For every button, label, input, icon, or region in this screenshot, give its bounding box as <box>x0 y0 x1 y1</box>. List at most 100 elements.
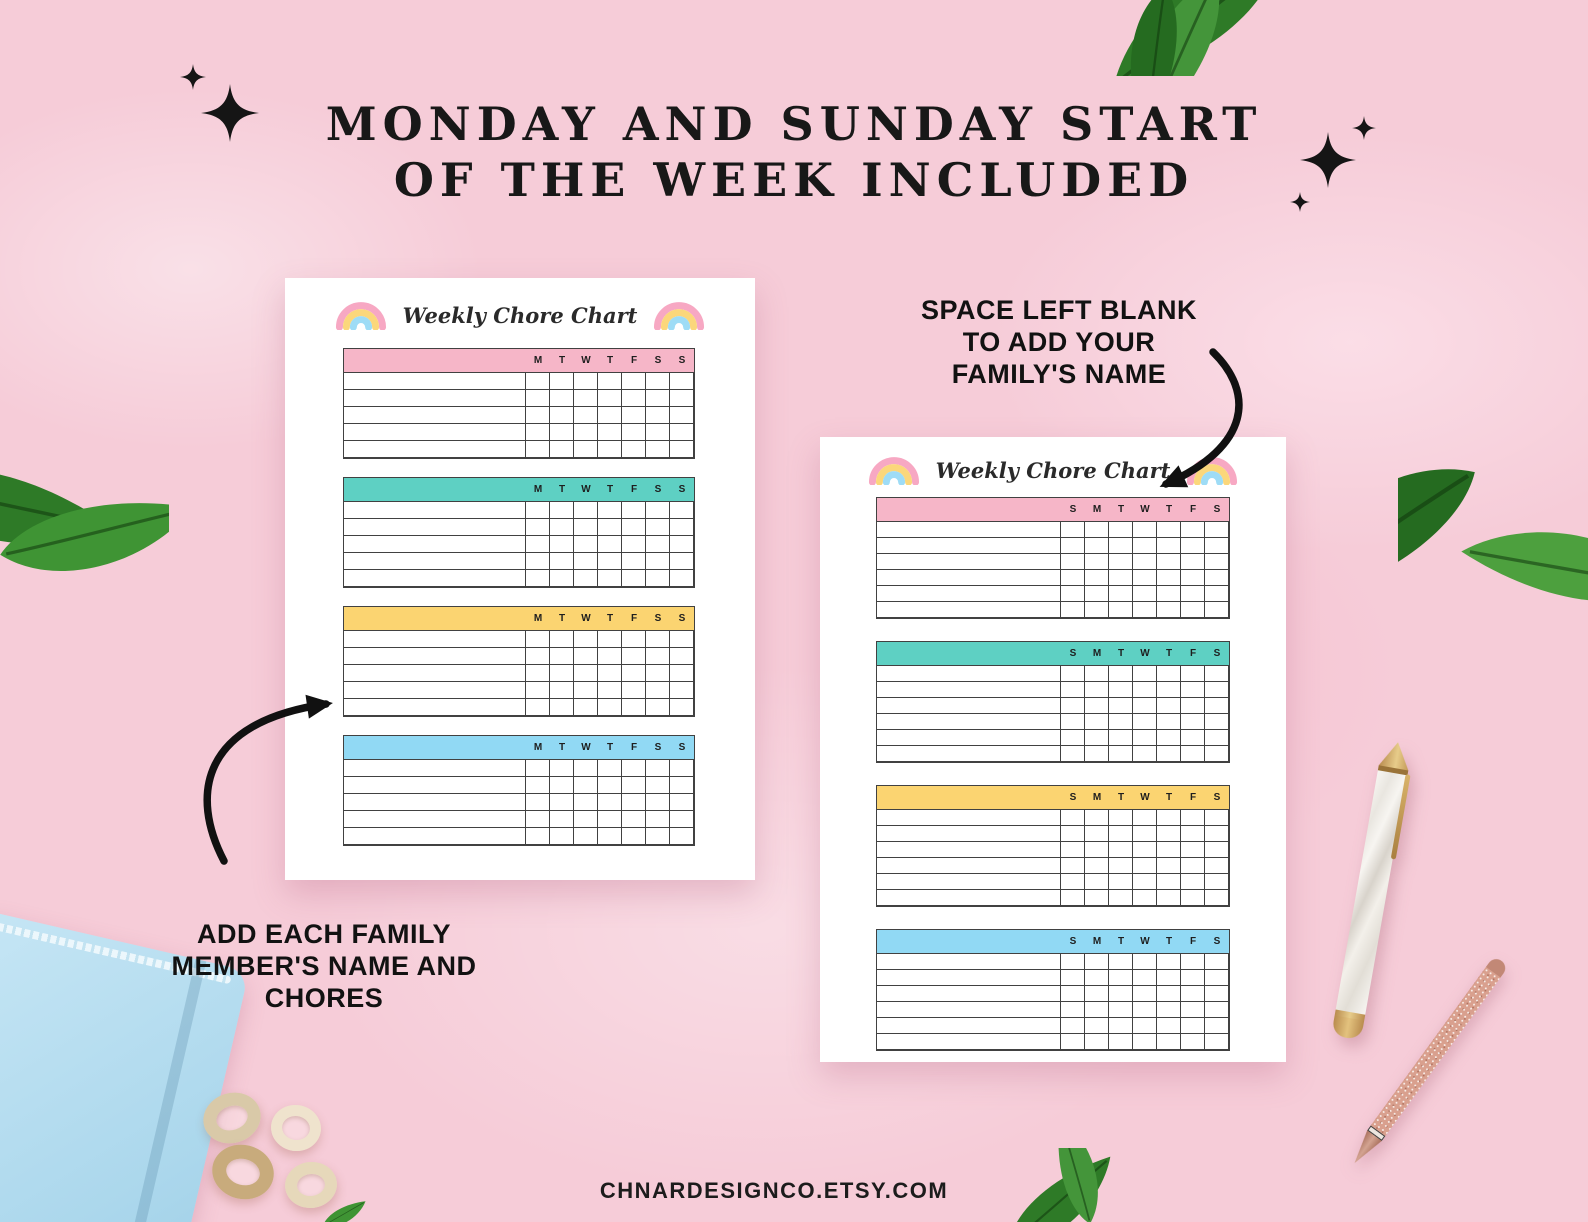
day-letter: T <box>1165 504 1173 515</box>
day-letter: T <box>606 484 614 495</box>
day-letter: F <box>1189 504 1197 515</box>
day-letter: S <box>1069 648 1077 659</box>
day-letter: W <box>1140 792 1150 803</box>
pen-tip <box>1379 740 1413 771</box>
day-letter: F <box>630 355 638 366</box>
callout-family-name: SPACE LEFT BLANK TO ADD YOUR FAMILY'S NA… <box>898 294 1220 390</box>
day-letter: M <box>533 484 543 495</box>
day-letter: M <box>533 742 543 753</box>
marble-pen <box>1331 740 1413 1041</box>
page-title: MONDAY AND SUNDAY START OF THE WEEK INCL… <box>0 96 1588 208</box>
day-letter: F <box>1189 936 1197 947</box>
day-letter: S <box>1213 504 1221 515</box>
rainbow-icon <box>651 298 707 330</box>
day-letter: F <box>630 742 638 753</box>
chart-title: Weekly Chore Chart <box>402 303 638 328</box>
day-letter: F <box>1189 792 1197 803</box>
day-letter: S <box>1213 936 1221 947</box>
day-letter: S <box>654 742 662 753</box>
washi-tape-roll <box>267 1101 325 1155</box>
day-letter: T <box>558 484 566 495</box>
day-letter: M <box>1092 648 1102 659</box>
callout-line: ADD EACH FAMILY <box>196 919 452 949</box>
day-letter: T <box>1165 648 1173 659</box>
day-letter: F <box>630 613 638 624</box>
day-letter: W <box>581 484 591 495</box>
day-letter: M <box>533 613 543 624</box>
day-letter: S <box>1069 792 1077 803</box>
day-letter: M <box>533 355 543 366</box>
shop-website: CHNARDESIGNCO.ETSY.COM <box>599 1178 949 1203</box>
day-letter: T <box>1117 504 1125 515</box>
chore-chart-page-sunday-start: Weekly Chore Chart S M T W T F S S M T W T F S S M T W T… <box>820 437 1286 1062</box>
day-letter: F <box>1189 648 1197 659</box>
day-letter: W <box>581 742 591 753</box>
day-letter: S <box>1213 792 1221 803</box>
day-letter: F <box>630 484 638 495</box>
callout-line: SPACE LEFT BLANK <box>921 295 1197 325</box>
day-letter: S <box>678 613 686 624</box>
callout-line: FAMILY'S NAME <box>951 359 1167 389</box>
chore-tables: S M T W T F S S M T W T F S S M T W T F S S M T W T F S <box>876 497 1230 1051</box>
chore-grid <box>343 502 695 588</box>
chore-grid <box>876 522 1230 619</box>
callout-line: TO ADD YOUR <box>962 327 1156 357</box>
leaf-cluster-top-right <box>1105 0 1297 76</box>
day-letter: T <box>606 742 614 753</box>
chore-grid <box>343 373 695 459</box>
day-letter: M <box>1092 792 1102 803</box>
rainbow-icon <box>1184 453 1240 485</box>
day-letter: S <box>1069 936 1077 947</box>
callout-line: CHORES <box>264 983 384 1013</box>
day-letter: S <box>678 484 686 495</box>
day-letter: W <box>1140 504 1150 515</box>
day-letter: S <box>654 484 662 495</box>
page-header: Weekly Chore Chart <box>285 298 755 330</box>
chore-grid <box>343 631 695 717</box>
day-letter: M <box>1092 936 1102 947</box>
chore-grid <box>876 666 1230 763</box>
chart-title: Weekly Chore Chart <box>935 458 1171 483</box>
day-letter: S <box>1213 648 1221 659</box>
pen-body <box>1335 770 1408 1015</box>
day-letter: W <box>1140 936 1150 947</box>
day-letter: T <box>1165 936 1173 947</box>
day-letter: T <box>558 355 566 366</box>
rainbow-icon <box>333 298 389 330</box>
day-letter: T <box>558 742 566 753</box>
leaf-cluster-right <box>1398 455 1588 631</box>
day-letter: M <box>1092 504 1102 515</box>
day-letter: T <box>1117 648 1125 659</box>
day-letter: S <box>678 742 686 753</box>
chore-grid <box>876 954 1230 1051</box>
chore-chart-page-monday-start: Weekly Chore Chart M T W T F S S M T W T F S S M T W T F… <box>285 278 755 880</box>
rose-gold-glitter-pen <box>1347 955 1509 1169</box>
leaf-cluster-left <box>0 444 169 603</box>
day-letter: S <box>1069 504 1077 515</box>
chore-grid <box>876 810 1230 907</box>
day-letter: W <box>581 355 591 366</box>
rainbow-icon <box>866 453 922 485</box>
pen-end-cap <box>1331 1015 1365 1041</box>
